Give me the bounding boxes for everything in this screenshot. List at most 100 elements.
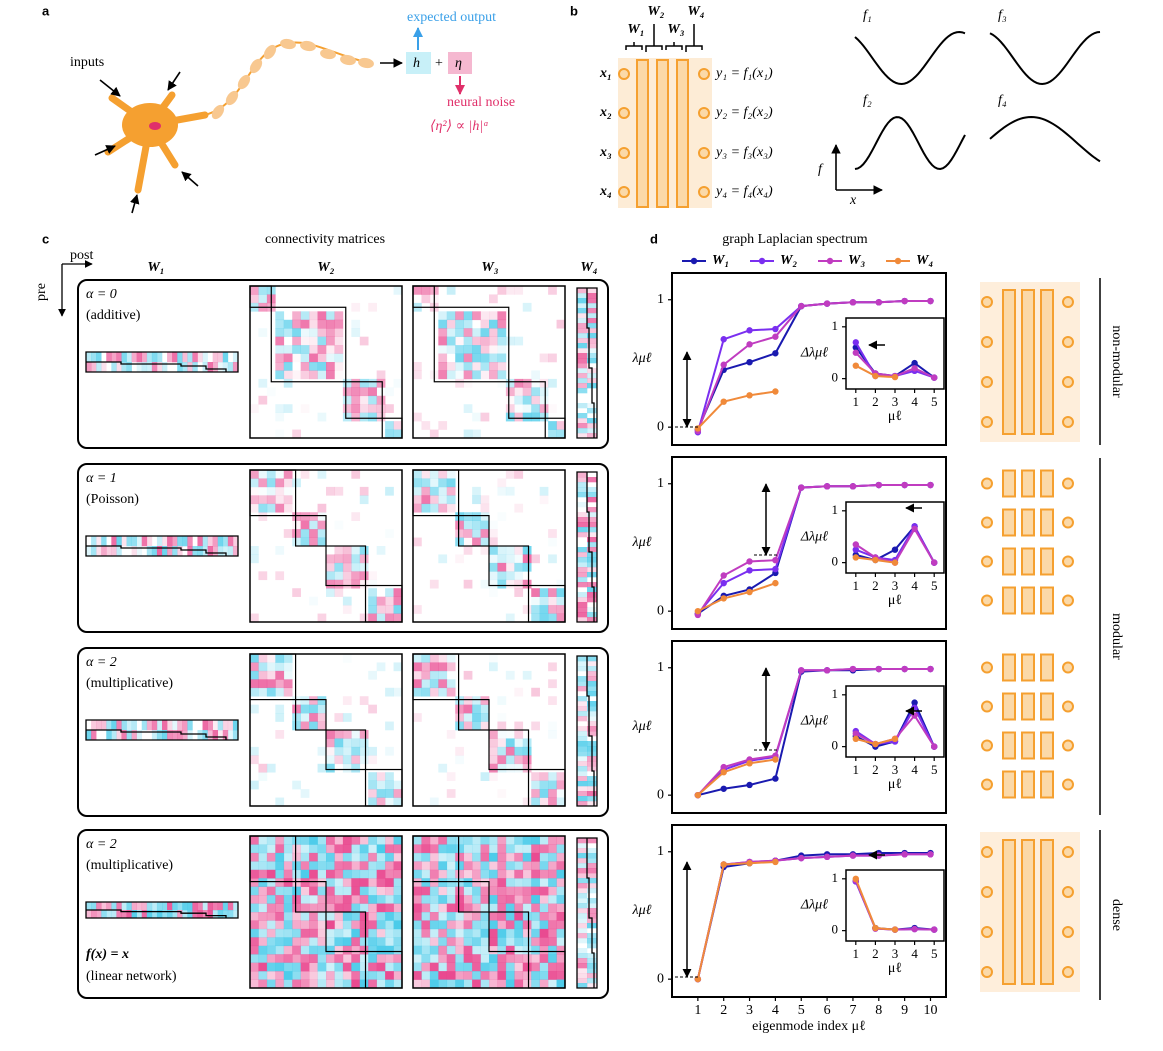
matrix-cell [587, 716, 598, 722]
matrix-cell [587, 522, 598, 528]
matrix-cell [446, 679, 456, 689]
matrix-cell [577, 383, 588, 389]
matrix-cell [505, 571, 515, 581]
matrix-cell [587, 353, 598, 359]
matrix-cell [577, 796, 588, 802]
matrix-cell [275, 797, 285, 807]
matrix-cell [539, 945, 549, 955]
matrix-cell [413, 895, 422, 904]
matrix-cell [334, 903, 344, 913]
matrix-cell [429, 679, 439, 689]
matrix-cell [531, 588, 540, 597]
matrix-cell [489, 328, 498, 337]
matrix-cell [317, 886, 327, 896]
node [981, 416, 993, 428]
matrix-cell [413, 878, 422, 887]
matrix-cell [429, 886, 439, 896]
matrix-cell [522, 755, 532, 765]
matrix-cell [421, 495, 431, 505]
matrix-cell [577, 423, 588, 429]
column-label: W₁ [147, 260, 164, 275]
matrix-cell [514, 755, 524, 765]
block-outline [488, 911, 530, 953]
matrix-cell [275, 478, 285, 488]
data-point [931, 559, 938, 566]
matrix-cell [539, 836, 549, 845]
matrix-cell [326, 746, 335, 756]
matrix-cell [577, 923, 588, 929]
matrix-cell [292, 311, 301, 321]
layer-bar [1021, 692, 1035, 721]
series-line [696, 852, 931, 980]
matrix-cell [429, 920, 439, 930]
function-label: f₃ [998, 8, 1007, 23]
matrix-cell [438, 954, 448, 963]
matrix-cell [577, 482, 588, 488]
matrix-cell [359, 912, 369, 921]
matrix-cell [577, 517, 588, 523]
matrix-cell [480, 844, 490, 854]
matrix-cell [250, 836, 259, 845]
matrix-cell [300, 520, 310, 530]
data-point [875, 299, 882, 306]
matrix-cell [531, 370, 540, 380]
layer-bar [1040, 469, 1054, 498]
matrix-cell [480, 319, 490, 329]
matrix-cell [446, 478, 456, 488]
matrix-cell [258, 962, 268, 972]
matrix-cell [368, 878, 377, 887]
matrix-cell [116, 536, 122, 547]
matrix-cell [376, 971, 386, 980]
matrix-cell [548, 588, 557, 597]
matrix-cell [202, 902, 208, 911]
matrix-cell [480, 512, 490, 521]
matrix-cell [577, 716, 588, 722]
output-label: y₁ = f₁(x₁) [714, 66, 773, 81]
matrix-cell [480, 503, 490, 513]
matrix-cell [202, 362, 208, 373]
matrix-cell [480, 328, 490, 337]
matrix-cell [548, 696, 557, 705]
matrix-cell [326, 971, 335, 980]
matrix-cell [531, 979, 540, 989]
matrix-cell [351, 470, 361, 479]
column-label: W₄ [580, 260, 597, 275]
matrix-cell [429, 495, 439, 505]
matrix-cell [266, 844, 276, 854]
matrix-cell [309, 945, 318, 955]
matrix-cell [472, 696, 481, 705]
matrix-cell [359, 852, 369, 862]
matrix-cell [283, 478, 293, 488]
matrix-cell [463, 721, 473, 731]
matrix-cell [376, 878, 386, 887]
matrix-cell [455, 370, 464, 380]
matrix-cell [577, 741, 588, 747]
matrix-cell [446, 878, 456, 887]
layer-bar [1021, 731, 1035, 760]
matrix-cell [556, 836, 566, 845]
matrix-cell [91, 720, 97, 731]
matrix-cell [266, 945, 276, 955]
matrix-cell [539, 954, 549, 963]
matrix-cell [587, 978, 598, 984]
matrix-cell [326, 588, 335, 597]
matrix-cell [309, 912, 318, 921]
matrix-cell [587, 973, 598, 979]
matrix-cell [455, 979, 464, 989]
matrix-cell [393, 588, 403, 597]
matrix-cell [446, 789, 456, 798]
x-tick-label: 1 [853, 946, 860, 961]
matrix-cell [421, 852, 431, 862]
matrix-cell [232, 730, 239, 741]
matrix-cell [151, 910, 158, 919]
matrix-cell [91, 546, 97, 557]
matrix-cell [556, 852, 566, 862]
matrix-cell [413, 713, 422, 722]
matrix-cell [455, 954, 464, 963]
matrix-cell [587, 512, 598, 518]
x-tick-label: 2 [720, 1003, 727, 1018]
matrix-cell [300, 912, 310, 921]
matrix-cell [480, 345, 490, 354]
block-outline [270, 306, 347, 383]
matrix-cell [116, 352, 122, 363]
